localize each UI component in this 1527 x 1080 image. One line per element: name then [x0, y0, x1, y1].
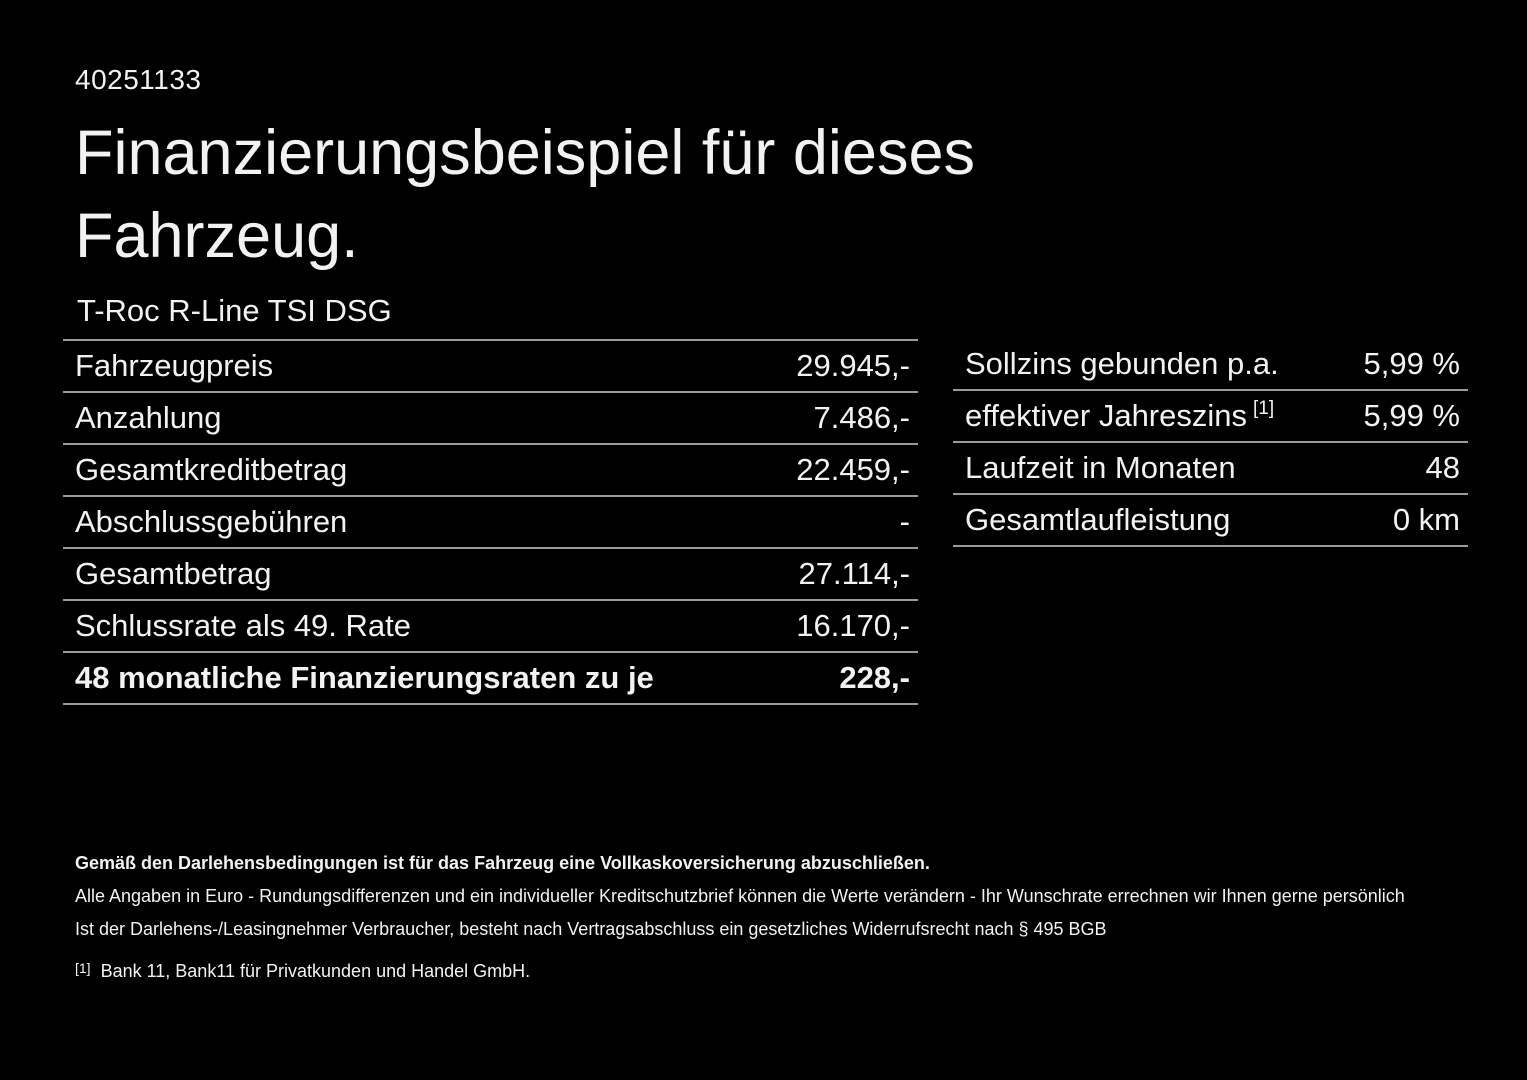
table-row-nominal-interest: Sollzins gebunden p.a. 5,99 %: [953, 339, 1468, 391]
table-row-closing-fees: Abschlussgebühren -: [63, 495, 918, 547]
table-row-monthly-rates: 48 monatliche Finanzierungsraten zu je 2…: [63, 651, 918, 703]
row-label: Gesamtkreditbetrag: [75, 452, 348, 487]
fine-print-section: Gemäß den Darlehensbedingungen ist für d…: [75, 847, 1455, 989]
row-value: 0 km: [1392, 502, 1460, 537]
footnote-marker: [1]: [75, 960, 91, 976]
table-row-down-payment: Anzahlung 7.486,-: [63, 391, 918, 443]
withdrawal-note: Ist der Darlehens-/Leasingnehmer Verbrau…: [75, 919, 1107, 939]
row-value: 16.170,-: [796, 608, 910, 643]
row-value: 228,-: [839, 660, 910, 695]
table-row-total-credit: Gesamtkreditbetrag 22.459,-: [63, 443, 918, 495]
financing-tables: Fahrzeugpreis 29.945,- Anzahlung 7.486,-…: [63, 339, 1468, 705]
document-number: 40251133: [75, 64, 202, 95]
conditions-table: Sollzins gebunden p.a. 5,99 % effektiver…: [953, 339, 1468, 547]
row-label: Fahrzeugpreis: [75, 348, 274, 383]
page-title: Finanzierungsbeispiel für dieses Fahrzeu…: [75, 118, 975, 272]
row-label: Gesamtbetrag: [75, 556, 272, 591]
row-value: 29.945,-: [796, 348, 910, 383]
row-value: 48: [1425, 450, 1460, 485]
row-label: Sollzins gebunden p.a.: [965, 346, 1279, 381]
row-label: Gesamtlaufleistung: [965, 502, 1231, 537]
row-value: 22.459,-: [796, 452, 910, 487]
vehicle-model-label: T-Roc R-Line TSI DSG: [77, 293, 392, 328]
row-value: -: [899, 504, 910, 539]
table-row-total-mileage: Gesamtlaufleistung 0 km: [953, 495, 1468, 547]
row-value: 7.486,-: [813, 400, 910, 435]
footnote-reference: [1]: [1253, 398, 1275, 419]
table-row-vehicle-price: Fahrzeugpreis 29.945,-: [63, 339, 918, 391]
row-value: 5,99 %: [1363, 346, 1460, 381]
table-row-term-months: Laufzeit in Monaten 48: [953, 443, 1468, 495]
insurance-note: Gemäß den Darlehensbedingungen ist für d…: [75, 853, 930, 873]
row-value: 5,99 %: [1363, 398, 1460, 433]
finance-table: Fahrzeugpreis 29.945,- Anzahlung 7.486,-…: [63, 339, 918, 705]
table-row-final-rate: Schlussrate als 49. Rate 16.170,-: [63, 599, 918, 651]
row-label: Schlussrate als 49. Rate: [75, 608, 412, 643]
row-label: Anzahlung: [75, 400, 222, 435]
row-label: effektiver Jahreszins [1]: [965, 398, 1275, 433]
table-row-effective-interest: effektiver Jahreszins [1] 5,99 %: [953, 391, 1468, 443]
row-label: Abschlussgebühren: [75, 504, 348, 539]
table-row-total-amount: Gesamtbetrag 27.114,-: [63, 547, 918, 599]
row-label: Laufzeit in Monaten: [965, 450, 1236, 485]
footnote: [1] Bank 11, Bank11 für Privatkunden und …: [75, 955, 1455, 989]
footnote-text: Bank 11, Bank11 für Privatkunden und Han…: [100, 961, 531, 981]
rounding-note: Alle Angaben in Euro - Rundungsdifferenz…: [75, 886, 1405, 906]
row-value: 27.114,-: [798, 556, 910, 591]
row-label: 48 monatliche Finanzierungsraten zu je: [75, 660, 654, 695]
